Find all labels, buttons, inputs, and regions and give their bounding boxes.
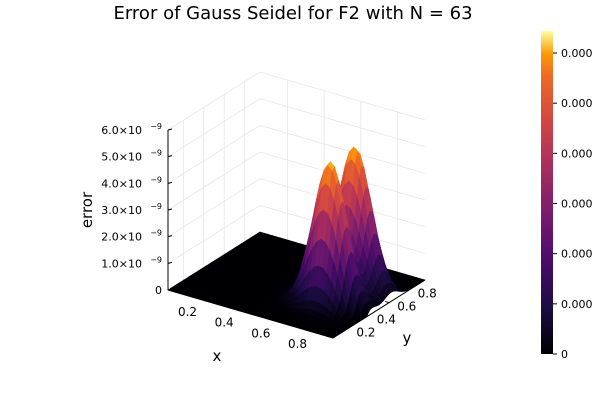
surface-cell (328, 335, 337, 339)
z-tick-mark (167, 155, 173, 158)
z-tick-label: 3.0×10 (101, 204, 142, 217)
z-tick-exponent: −9 (150, 122, 162, 131)
colorbar-tick-label: 0.000 (561, 147, 593, 160)
colorbar: 0 0.000 0.000 0.000 0.000 0.000 0.000 (541, 31, 593, 361)
x-tick-label: 0.8 (288, 337, 307, 351)
colorbar-gradient (541, 31, 553, 354)
colorbar-tick-label: 0.000 (561, 47, 593, 60)
y-axis-label: y (403, 329, 412, 347)
z-gridline (167, 178, 426, 238)
colorbar-tick-label: 0.000 (561, 198, 593, 211)
colorbar-tick-label: 0 (561, 348, 568, 361)
z-tick-exponent: −9 (150, 175, 162, 184)
z-tick-label: 0 (155, 284, 162, 297)
colorbar-tick-label: 0.000 (561, 97, 593, 110)
z-tick-exponent: −9 (150, 202, 162, 211)
z-tick-label: 6.0×10 (101, 124, 142, 137)
z-tick-label: 1.0×10 (101, 257, 142, 270)
x-axis-label: x (213, 347, 222, 365)
y-tick-label: 0.8 (418, 287, 437, 301)
z-axis-label: error (78, 191, 96, 228)
z-gridline (167, 71, 426, 131)
label-layer: 0.20.40.60.80.20.40.60.801.0×10 −92.0×10−… (101, 122, 436, 351)
z-tick-label: 5.0×10 (101, 151, 142, 164)
chart-title: Error of Gauss Seidel for F2 with N = 63 (113, 3, 472, 24)
z-tick-mark (167, 261, 173, 264)
z-tick-mark (167, 128, 173, 131)
z-gridline (167, 151, 426, 211)
z-tick-mark (167, 208, 173, 211)
y-tick-label: 0.2 (356, 325, 375, 339)
z-tick-exponent: −9 (150, 255, 162, 264)
y-tick-label: 0.6 (397, 300, 416, 314)
surface-layer (167, 146, 426, 339)
z-tick-exponent: −9 (150, 149, 162, 158)
x-tick-label: 0.4 (215, 316, 234, 330)
y-tick-mark (385, 301, 390, 304)
y-tick-label: 0.4 (377, 312, 396, 326)
colorbar-tick-label: 0.000 (561, 298, 593, 311)
z-tick-label: 4.0×10 (101, 177, 142, 190)
z-tick-mark (167, 235, 173, 238)
z-gridline (167, 98, 426, 158)
x-tick-label: 0.2 (178, 305, 197, 319)
z-tick-label: 2.0×10 (101, 231, 142, 244)
colorbar-tick-label: 0.000 (561, 248, 593, 261)
z-tick-exponent: −9 (150, 229, 162, 238)
x-tick-label: 0.6 (251, 326, 270, 340)
z-tick-mark (167, 181, 173, 184)
z-gridline (167, 124, 426, 184)
